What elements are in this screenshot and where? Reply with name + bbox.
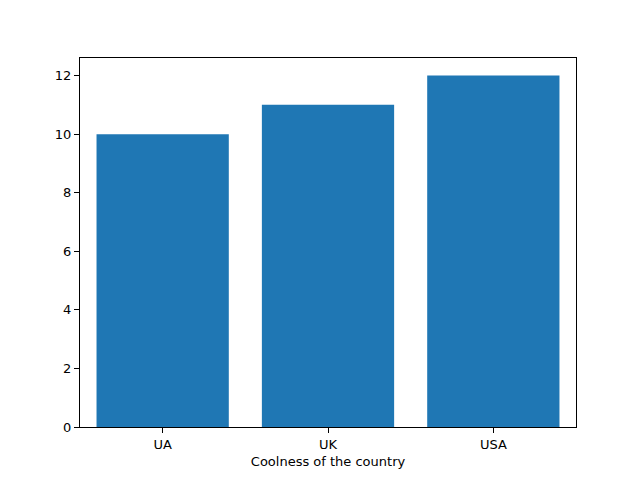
svg-text:0: 0 <box>63 420 71 435</box>
svg-text:UA: UA <box>153 437 172 452</box>
svg-text:UK: UK <box>319 437 338 452</box>
svg-text:8: 8 <box>63 185 71 200</box>
svg-text:12: 12 <box>55 68 72 83</box>
svg-text:2: 2 <box>63 361 71 376</box>
svg-text:6: 6 <box>63 244 71 259</box>
svg-text:USA: USA <box>480 437 507 452</box>
svg-text:4: 4 <box>63 302 71 317</box>
svg-text:Coolness of the country: Coolness of the country <box>251 454 406 469</box>
svg-text:10: 10 <box>55 127 72 142</box>
